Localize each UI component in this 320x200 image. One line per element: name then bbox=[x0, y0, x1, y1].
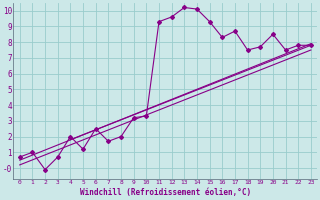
X-axis label: Windchill (Refroidissement éolien,°C): Windchill (Refroidissement éolien,°C) bbox=[80, 188, 251, 197]
